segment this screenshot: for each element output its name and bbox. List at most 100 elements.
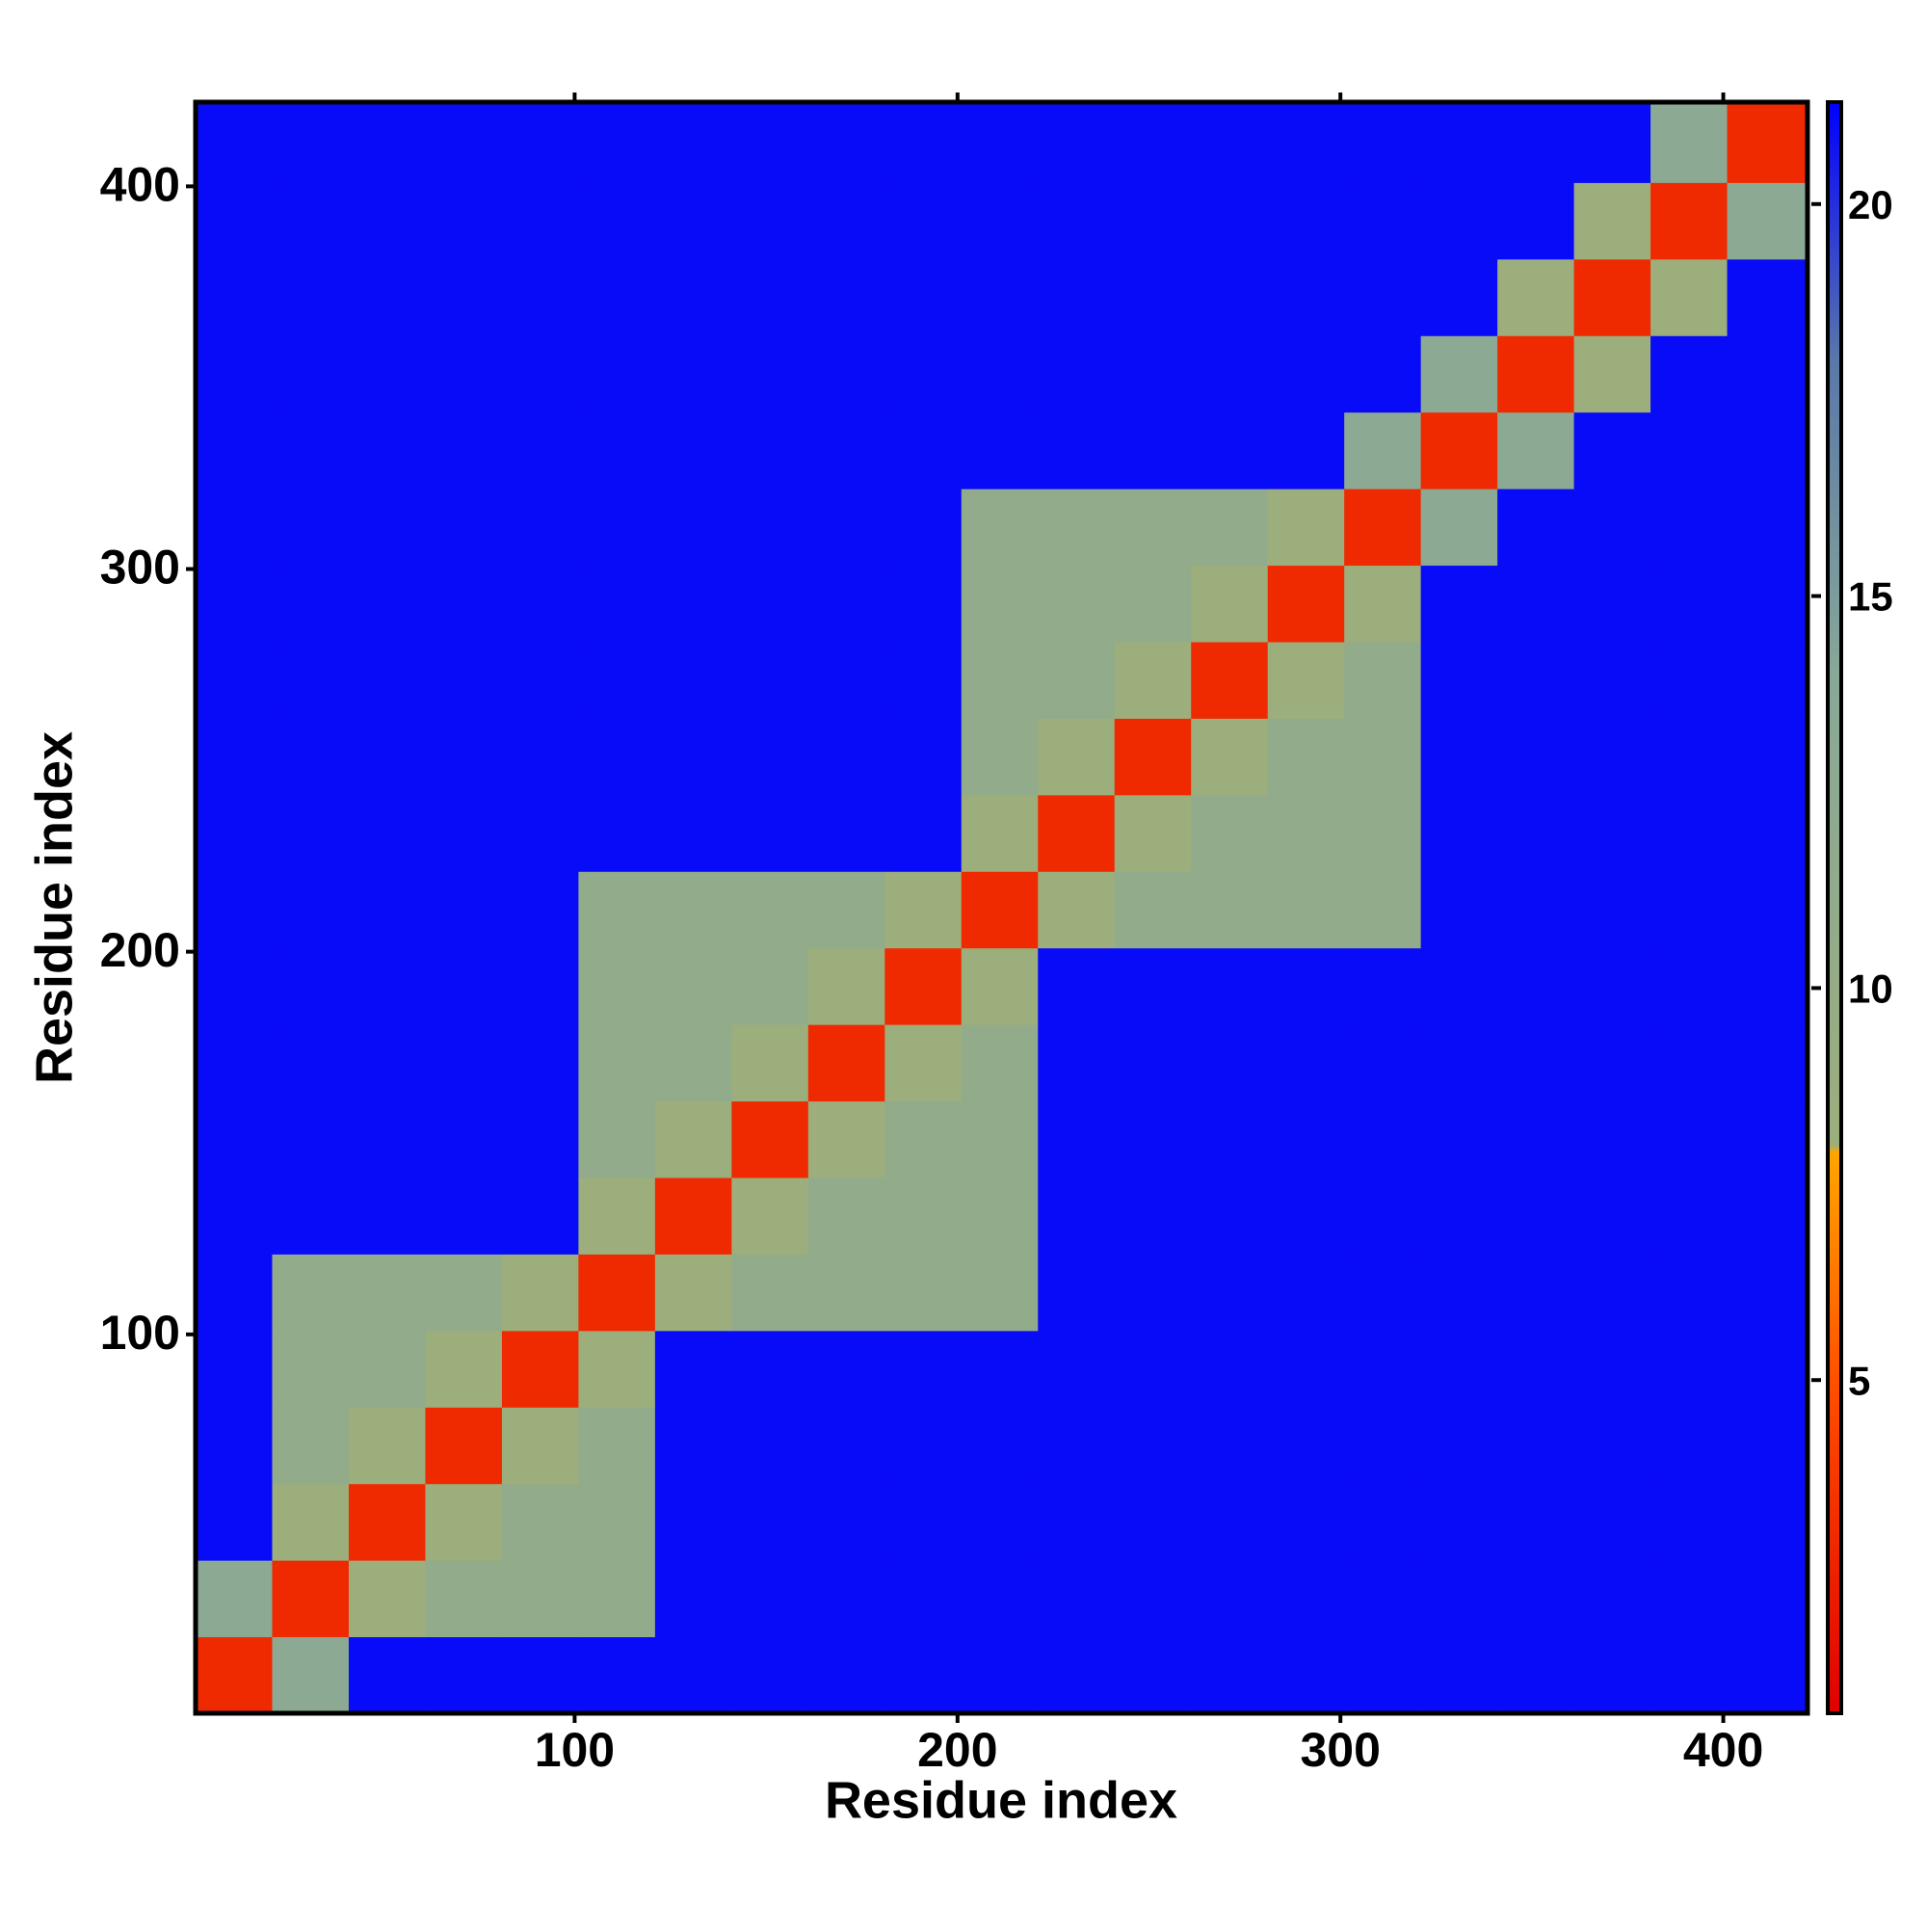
heatmap-cell [1573,1100,1651,1178]
heatmap-cell [807,411,885,490]
heatmap-cell [1114,1483,1192,1561]
heatmap-cell [807,947,885,1025]
heatmap-cell [425,1560,503,1638]
heatmap-cell [884,1407,963,1485]
heatmap-cell [1114,794,1192,872]
heatmap-cell [578,794,656,872]
heatmap-cell [196,489,273,567]
heatmap-cell [425,871,503,949]
heatmap-cell [1114,411,1192,490]
heatmap-cell [807,641,885,719]
heatmap-cell [1497,794,1575,872]
heatmap-cell [272,411,350,490]
heatmap-cell [425,1177,503,1255]
heatmap-cell [1573,641,1651,719]
heatmap-cell [272,1254,350,1332]
heatmap-cell [425,1636,503,1714]
heatmap-cell [1191,794,1269,872]
heatmap-cell [654,871,732,949]
heatmap-cell [1497,1560,1575,1638]
heatmap-cell [501,1254,579,1332]
heatmap-cell [578,871,656,949]
heatmap-cell [1344,1560,1422,1638]
heatmap-cell [807,1100,885,1178]
heatmap-cell [884,1636,963,1714]
heatmap-cell [501,1407,579,1485]
heatmap-cell [578,1560,656,1638]
heatmap-cell [196,1636,273,1714]
heatmap-cell [731,489,809,567]
heatmap-cell [1114,641,1192,719]
heatmap-cell [348,411,426,490]
heatmap-cell [272,1024,350,1102]
heatmap-cell [731,1560,809,1638]
heatmap-cell [1038,1407,1116,1485]
heatmap-cell [501,489,579,567]
heatmap-cell [1573,489,1651,567]
heatmap-cell [1573,718,1651,796]
heatmap-cell [1420,1407,1498,1485]
heatmap-cell [961,1100,1039,1178]
heatmap-cell [1114,102,1192,183]
heatmap-cell [425,182,503,260]
y-tick-label: 400 [100,158,180,212]
heatmap-cell [1038,794,1116,872]
heatmap-cell [1267,1636,1345,1714]
plot-frame [193,99,1810,1716]
heatmap-cell [1650,1636,1729,1714]
heatmap-cell [1191,871,1269,949]
heatmap-cell [425,641,503,719]
heatmap-cell [348,1636,426,1714]
heatmap-cell [1650,565,1729,643]
heatmap-cell [425,335,503,413]
heatmap-cell [654,335,732,413]
heatmap-cell [1038,1636,1116,1714]
heatmap-cell [1650,1407,1729,1485]
heatmap-cell [1344,1100,1422,1178]
heatmap-cell [501,1100,579,1178]
heatmap-cell [654,1483,732,1561]
heatmap-cell [1114,947,1192,1025]
heatmap-cell [731,1100,809,1178]
heatmap-cell [578,718,656,796]
heatmap-cell [1727,1407,1808,1485]
heatmap-cell [1344,489,1422,567]
heatmap-cell [961,947,1039,1025]
heatmap-cell [272,1100,350,1178]
heatmap-cell [1420,182,1498,260]
heatmap-cell [1497,102,1575,183]
heatmap-cell [807,1330,885,1408]
heatmap-cell [1497,1254,1575,1332]
heatmap-cell [731,335,809,413]
heatmap-cell [961,1636,1039,1714]
heatmap-cell [1727,565,1808,643]
heatmap-cell [1650,489,1729,567]
heatmap-cell [961,411,1039,490]
heatmap-cell [501,1330,579,1408]
heatmap-cell [578,641,656,719]
heatmap-cell [961,1177,1039,1255]
heatmap-cell [1038,565,1116,643]
heatmap-cell [1497,1483,1575,1561]
heatmap-cell [1114,1177,1192,1255]
heatmap-cell [348,182,426,260]
heatmap-cell [1038,947,1116,1025]
heatmap-cell [1420,411,1498,490]
heatmap-cell [578,1407,656,1485]
heatmap-cell [1420,871,1498,949]
heatmap-cell [1038,1254,1116,1332]
heatmap-cell [961,102,1039,183]
heatmap-cell [1267,871,1345,949]
heatmap-cell [1114,1024,1192,1102]
heatmap-cell [654,947,732,1025]
heatmap-cell [731,718,809,796]
heatmap-cell [1420,794,1498,872]
heatmap-cell [1420,1560,1498,1638]
heatmap-cell [196,102,273,183]
heatmap-cell [731,565,809,643]
heatmap-cell [272,794,350,872]
heatmap-cell [1267,1560,1345,1638]
heatmap-cell [807,1560,885,1638]
heatmap-cell [348,718,426,796]
heatmap-cell [961,794,1039,872]
